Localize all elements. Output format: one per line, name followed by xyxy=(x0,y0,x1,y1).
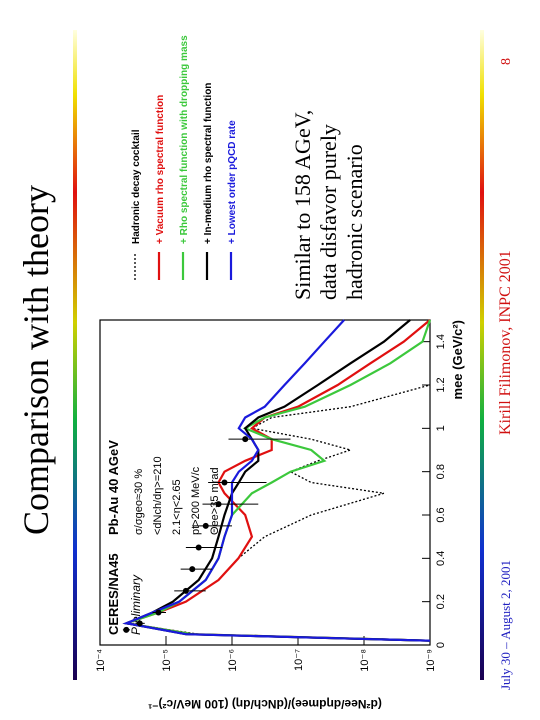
y-tick-label: 10⁻⁵ xyxy=(161,649,173,672)
y-tick-label: 10⁻⁸ xyxy=(359,649,371,672)
cut-label: 2.1<η<2.65 xyxy=(171,479,183,535)
legend-label: + Vacuum rho spectral function xyxy=(155,95,166,244)
cut-label: <dNch/dη>=210 xyxy=(152,456,164,535)
data-point xyxy=(155,609,162,616)
slide-title: Comparison with theory xyxy=(16,185,56,535)
cut-label: Θee>35 mrad xyxy=(209,467,221,535)
x-tick-label: 1 xyxy=(435,425,447,431)
note-line: hadronic scenario xyxy=(342,144,367,300)
y-tick-label: 10⁻⁷ xyxy=(293,649,305,671)
x-axis-title: mee (GeV/c²) xyxy=(450,320,465,399)
data-point xyxy=(195,544,202,551)
data-point xyxy=(221,479,228,486)
data-point xyxy=(189,566,196,573)
y-axis-title: (d²Nee/dηdmee)/(dNch/dη) (100 MeV/c²)⁻¹ xyxy=(148,697,382,711)
page-number: 8 xyxy=(499,58,514,65)
experiment-label: CERES/NA45 xyxy=(106,553,121,635)
cut-label: σ/σgeo≈30 % xyxy=(133,469,145,535)
note-line: Similar to 158 AGeV, xyxy=(290,110,315,300)
divider xyxy=(480,30,484,680)
system-label: Pb-Au 40 AGeV xyxy=(106,440,121,535)
y-tick-label: 10⁻⁹ xyxy=(425,649,437,672)
footer-author: Kirill Filimonov, INPC 2001 xyxy=(497,250,514,435)
y-tick-label: 10⁻⁶ xyxy=(227,649,239,672)
y-tick-label: 10⁻⁴ xyxy=(95,649,107,672)
x-tick-label: 1.4 xyxy=(435,334,447,349)
data-point xyxy=(242,436,249,443)
legend-label: + Rho spectral function with dropping ma… xyxy=(179,35,190,244)
legend-label: + In-medium rho spectral function xyxy=(203,83,214,244)
series-line xyxy=(122,319,431,642)
legend-label: + Lowest order pQCD rate xyxy=(227,120,238,244)
note-line: data disfavor purely xyxy=(316,124,341,300)
x-tick-label: 0.4 xyxy=(435,551,447,566)
series-line xyxy=(125,319,431,642)
x-tick-label: 0 xyxy=(435,642,447,648)
legend-label: Hadronic decay cocktail xyxy=(131,129,142,244)
cut-label: pt>200 MeV/c xyxy=(190,466,202,535)
data-point xyxy=(182,587,189,594)
series-line xyxy=(126,384,431,642)
footer-date: July 30 – August 2, 2001 xyxy=(498,560,513,690)
x-tick-label: 1.2 xyxy=(435,377,447,392)
data-point xyxy=(202,522,209,529)
data-point xyxy=(215,501,222,508)
series-line xyxy=(122,319,431,642)
data-point xyxy=(136,620,143,627)
divider xyxy=(73,30,77,680)
x-tick-label: 0.6 xyxy=(435,507,447,522)
x-tick-label: 0.8 xyxy=(435,464,447,479)
series-line xyxy=(125,319,432,642)
data-point xyxy=(123,626,130,633)
plot-frame xyxy=(99,319,431,646)
x-tick-label: 0.2 xyxy=(435,594,447,609)
